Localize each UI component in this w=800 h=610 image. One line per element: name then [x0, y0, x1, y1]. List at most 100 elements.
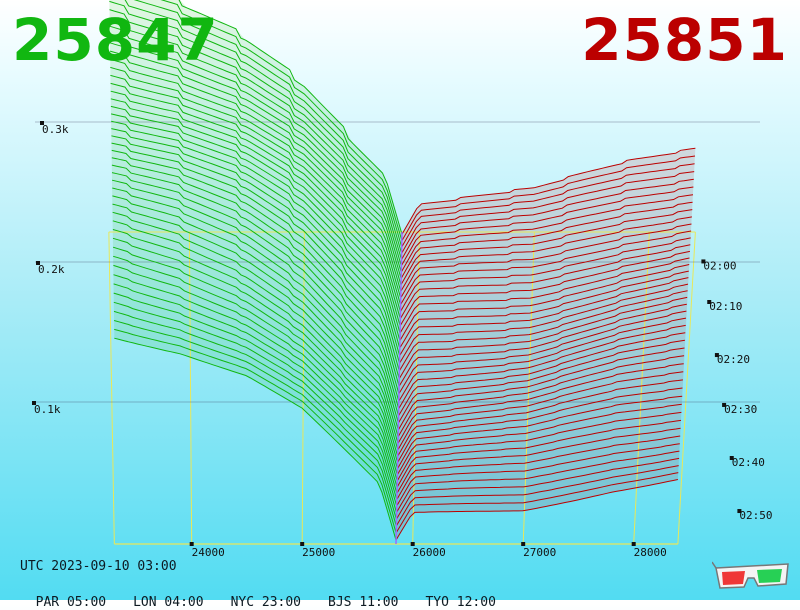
ask-depth-line: [399, 244, 691, 319]
bid-depth-line: [112, 246, 398, 476]
floor-left-edge: [108, 231, 115, 545]
time-tick-label: 02:00: [703, 259, 736, 272]
bid-depth-line: [113, 301, 397, 513]
bid-depth-line: [113, 283, 398, 500]
ask-depth-line: [396, 435, 681, 500]
ask-depth-line: [396, 419, 682, 488]
bid-price: 25847: [12, 6, 219, 74]
bid-depth-line: [110, 90, 401, 334]
depth-lines-layer: [109, 0, 696, 545]
price-grid-line: [301, 231, 305, 545]
price-grid-line: [522, 231, 535, 545]
bid-depth-line: [110, 82, 401, 327]
ask-depth-line: [398, 332, 686, 417]
volume-tick-label: 0.3k: [42, 123, 69, 136]
price-tick-marker: [631, 542, 636, 546]
ask-depth-line: [397, 363, 684, 444]
volume-tick-marker: [32, 401, 36, 405]
bid-depth-line: [160, 0, 403, 241]
bid-depth-line: [111, 157, 400, 402]
ask-depth-line: [395, 472, 679, 534]
ask-depth-line: [397, 395, 683, 469]
bid-depth-line: [112, 187, 399, 431]
bid-depth-line: [111, 128, 400, 372]
bid-depth-line: [111, 135, 400, 379]
bid-depth-line: [112, 220, 399, 457]
bid-depth-line: [113, 264, 398, 488]
time-tick-label: 02:30: [724, 403, 757, 416]
volume-tick-marker: [36, 261, 40, 265]
bid-depth-line: [112, 229, 399, 463]
ask-depth-line: [400, 201, 693, 279]
bid-depth-line: [133, 0, 403, 248]
ask-depth-line: [400, 223, 692, 299]
bid-depth-line: [124, 0, 403, 254]
bid-depth-line: [109, 25, 402, 279]
bid-depth-line: [111, 179, 399, 424]
bid-depth-line: [112, 211, 399, 451]
price-tick-marker: [300, 542, 305, 546]
time-tick-marker: [707, 300, 712, 304]
bid-depth-line: [111, 172, 399, 417]
bid-depth-line: [113, 310, 397, 520]
zone-tyo: TYO 12:00: [425, 595, 496, 610]
ask-depth-line: [395, 465, 679, 527]
price-tick-marker: [189, 542, 194, 546]
bid-depth-line: [110, 66, 401, 312]
ask-depth-line: [397, 379, 683, 457]
volume-tick-marker: [40, 121, 44, 125]
ask-depth-line: [397, 355, 685, 438]
time-tick-marker: [714, 353, 719, 358]
bid-depth-line: [113, 320, 397, 527]
bid-depth-line: [109, 34, 402, 286]
bid-depth-line: [111, 120, 400, 364]
bid-depth-fill: [109, 0, 402, 541]
bid-depth-line: [114, 328, 397, 534]
ask-depth-line: [398, 310, 687, 395]
ask-depth-line: [399, 264, 690, 341]
time-tick-marker: [737, 509, 742, 514]
ask-depth-line: [396, 427, 681, 494]
bid-depth-line: [113, 274, 398, 494]
time-tick-label: 02:40: [732, 456, 765, 469]
ask-depth-line: [399, 237, 691, 312]
bid-depth-line: [113, 255, 398, 482]
bid-depth-line: [109, 50, 402, 299]
price-tick-label: 27000: [523, 546, 556, 559]
volume-tick-label: 0.2k: [38, 263, 65, 276]
time-tick-marker: [729, 456, 734, 460]
bid-depth-line: [112, 195, 399, 437]
floor-right-edge: [677, 231, 696, 545]
price-tick-label: 28000: [634, 546, 667, 559]
3d-glasses-icon[interactable]: [712, 558, 792, 592]
price-tick-marker: [410, 542, 415, 546]
ask-depth-line: [398, 296, 688, 379]
ask-depth-line: [397, 387, 683, 463]
ask-depth-line: [396, 403, 682, 476]
ask-depth-line: [400, 209, 693, 286]
time-tick-marker: [701, 259, 706, 264]
bid-depth-line: [110, 74, 401, 319]
ask-depth-line: [396, 411, 682, 482]
bid-depth-line: [111, 142, 400, 387]
ask-price: 25851: [581, 6, 788, 74]
ask-depth-line: [398, 317, 687, 402]
ask-depth-line: [399, 250, 691, 327]
price-tick-label: 25000: [302, 546, 335, 559]
ask-depth-line: [396, 443, 680, 507]
bid-depth-line: [110, 105, 401, 349]
bid-depth-line: [112, 203, 399, 444]
utc-timestamp: UTC 2023-09-10 03:00: [20, 559, 177, 574]
bid-depth-line: [114, 337, 397, 541]
zone-par: PAR 05:00: [35, 595, 107, 610]
ask-depth-line: [399, 283, 689, 364]
bid-depth-line: [109, 9, 402, 267]
ask-depth-line: [400, 194, 694, 273]
ask-depth-line: [397, 347, 685, 431]
bid-depth-line: [113, 292, 398, 507]
time-tick-label: 02:50: [739, 509, 772, 522]
zone-nyc: NYC 23:00: [230, 595, 302, 610]
ask-depth-line: [401, 163, 695, 248]
ask-depth-line: [399, 270, 689, 349]
